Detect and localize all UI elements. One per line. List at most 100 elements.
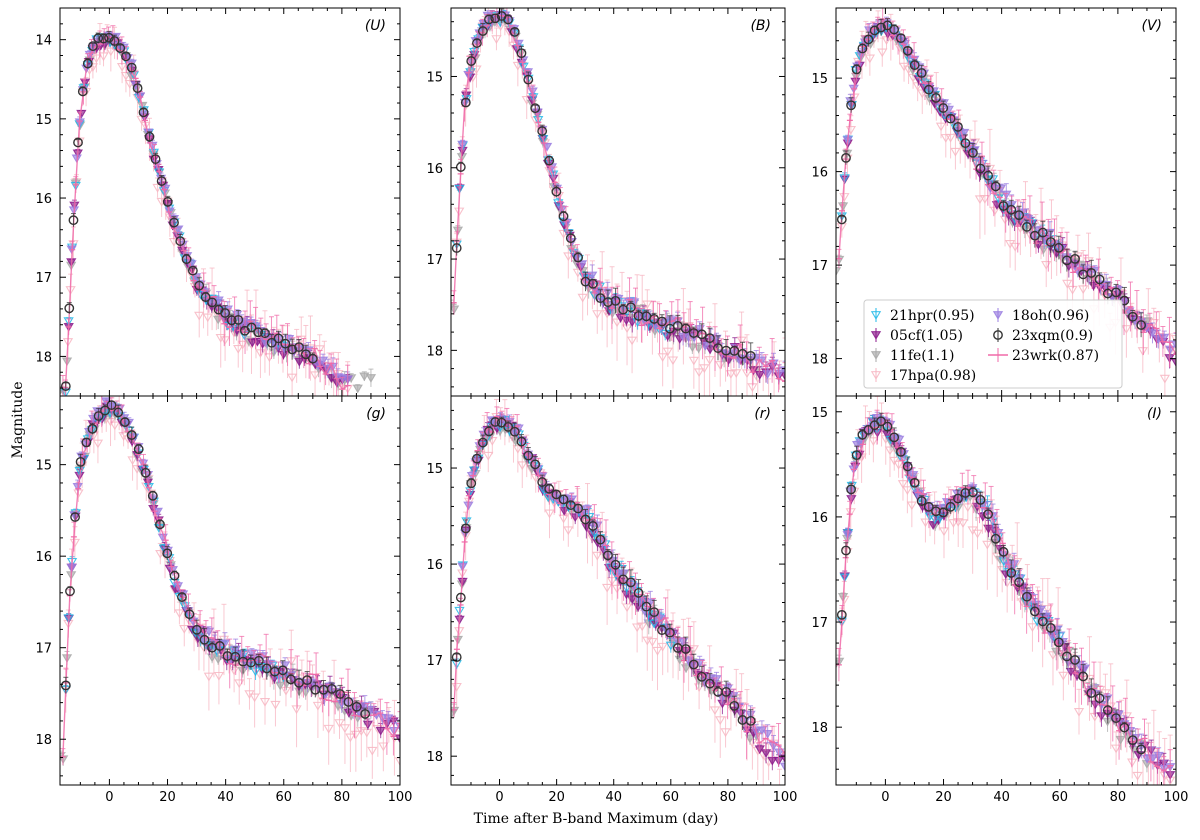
data-point xyxy=(1170,358,1176,368)
y-tick-label: 15 xyxy=(35,113,52,128)
data-point xyxy=(169,217,179,228)
y-tick-label: 16 xyxy=(35,192,52,207)
data-point xyxy=(220,308,231,318)
data-point xyxy=(280,338,291,349)
data-point xyxy=(626,336,638,346)
data-point xyxy=(451,243,462,253)
y-tick-label: 15 xyxy=(426,70,443,85)
data-point xyxy=(156,176,167,186)
data-point xyxy=(680,323,691,334)
data-point xyxy=(516,48,527,59)
data-point xyxy=(98,52,109,62)
data-point xyxy=(200,292,211,303)
data-point xyxy=(1006,204,1017,215)
data-point xyxy=(92,439,104,449)
data-point xyxy=(558,211,569,222)
data-point xyxy=(127,456,138,466)
series-23xqm xyxy=(451,8,756,369)
data-point xyxy=(250,667,261,677)
data-point xyxy=(1086,268,1097,278)
data-point xyxy=(270,700,281,710)
data-point xyxy=(563,252,574,262)
data-point xyxy=(1037,227,1048,238)
data-point xyxy=(87,423,98,434)
data-point xyxy=(573,252,584,263)
data-point xyxy=(98,33,109,44)
series-23wrk xyxy=(836,8,1176,376)
data-point xyxy=(378,742,389,752)
data-point xyxy=(301,349,311,360)
data-point xyxy=(367,746,378,756)
data-point xyxy=(361,728,372,738)
data-point xyxy=(138,107,149,118)
x-axis-label: Time after B-band Maximum (day) xyxy=(474,811,719,827)
data-point xyxy=(219,336,231,346)
data-point xyxy=(472,38,482,48)
data-point xyxy=(104,32,114,43)
data-point xyxy=(864,54,876,64)
data-point xyxy=(611,318,623,328)
band-label: (V) xyxy=(1141,18,1162,34)
data-point xyxy=(1038,245,1049,255)
band-label: (B) xyxy=(750,18,771,34)
data-point xyxy=(307,353,318,364)
data-point xyxy=(577,293,588,303)
data-point xyxy=(233,344,244,354)
data-point xyxy=(334,719,345,728)
band-label: (U) xyxy=(365,18,386,34)
data-point xyxy=(621,324,633,334)
data-point xyxy=(74,467,85,476)
data-point xyxy=(935,122,947,132)
data-point xyxy=(253,327,264,338)
data-point xyxy=(1062,279,1073,289)
data-point xyxy=(187,265,198,276)
y-tick-label: 14 xyxy=(35,34,52,49)
data-point xyxy=(466,56,477,66)
data-point xyxy=(931,92,941,103)
series-17hpa xyxy=(60,396,400,785)
data-point xyxy=(974,195,986,205)
data-point xyxy=(226,315,237,326)
data-point xyxy=(975,163,986,174)
data-point xyxy=(88,41,98,52)
data-point xyxy=(77,86,88,97)
data-point xyxy=(731,369,742,379)
data-point xyxy=(181,254,192,265)
y-tick-label: 15 xyxy=(811,72,828,87)
data-point xyxy=(979,195,991,204)
data-point xyxy=(213,655,224,665)
data-point xyxy=(895,33,906,44)
data-point xyxy=(60,381,71,392)
plot-area xyxy=(451,8,785,396)
data-point xyxy=(162,196,173,207)
data-point xyxy=(233,314,244,325)
series-line xyxy=(62,405,400,757)
data-point xyxy=(745,350,756,361)
data-point xyxy=(469,48,480,57)
data-point xyxy=(124,80,135,89)
data-point xyxy=(326,374,337,383)
series-18oh xyxy=(66,31,353,387)
data-point xyxy=(254,670,265,680)
data-point xyxy=(592,310,603,319)
series-11fe xyxy=(60,35,377,396)
data-point xyxy=(736,336,747,346)
data-point xyxy=(1094,274,1105,285)
data-point xyxy=(625,302,636,313)
data-point xyxy=(537,126,548,136)
data-point xyxy=(64,303,75,314)
data-point xyxy=(62,399,70,406)
data-point xyxy=(841,152,851,163)
data-point xyxy=(60,680,71,691)
data-point xyxy=(365,705,376,715)
data-point xyxy=(365,374,377,383)
data-point xyxy=(968,147,978,158)
data-point xyxy=(339,724,351,734)
data-point xyxy=(916,68,927,78)
data-point xyxy=(213,315,224,325)
data-point xyxy=(286,373,298,383)
data-point xyxy=(352,384,363,394)
data-point xyxy=(1022,221,1032,232)
